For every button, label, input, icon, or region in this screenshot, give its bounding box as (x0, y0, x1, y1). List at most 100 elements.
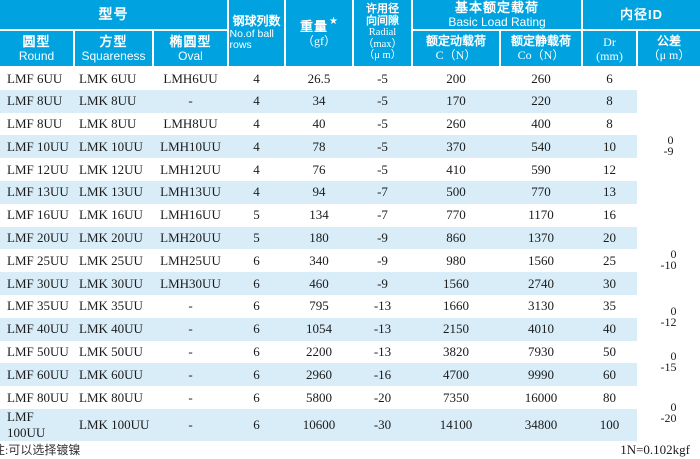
cell-weight: 10600 (285, 408, 354, 441)
cell-weight: 40 (285, 112, 354, 136)
cell-dynamic-load: 410 (412, 158, 501, 181)
cell-round-model: LMF 12UU (0, 158, 74, 181)
header-static-load: 额定静载荷 Co（N） (499, 29, 584, 68)
header-dynamic-load: 额定动载荷 C（N） (411, 29, 502, 68)
cell-dr: 10 (582, 135, 638, 159)
radial-label-cn1: 许用径 (366, 3, 400, 16)
header-radial-clearance: 许用径 向间隙 Radial （max） （μ m） (352, 0, 414, 68)
cell-weight: 795 (285, 294, 354, 318)
dynamic-load-label-cn: 额定动载荷 (426, 34, 487, 48)
table-row: LMF 100UU LMK 100UU -6 10600 -30 14100 34800 10… (0, 408, 700, 441)
table-row: LMF 35UU LMK 35UU -6 795 -13 1660 3130 35 0 -12 (0, 294, 700, 341)
table-row: LMF 13UU LMK 13UU LMH13UU 4 94 -7 500 770 13 (0, 180, 700, 204)
cell-radial-clearance: -13 (353, 340, 413, 364)
cell-ball-rows: 6 (228, 294, 286, 318)
cell-dr: 8 (582, 112, 638, 136)
cell-oval-model: - (153, 363, 229, 387)
cell-weight: 94 (285, 180, 354, 204)
model-group-label: 型号 (98, 6, 129, 22)
cell-round-model: LMF 80UU (0, 386, 74, 409)
cell-weight: 180 (285, 226, 354, 250)
dynamic-load-label-en: C（N） (435, 48, 477, 62)
cell-square-model: LMK 30UU (74, 272, 153, 295)
cell-oval-model: LMH8UU (153, 112, 229, 136)
oval-label-cn: 椭圆型 (169, 34, 212, 49)
oval-label-en: Oval (178, 49, 203, 63)
cell-radial-clearance: -5 (353, 89, 413, 113)
cell-round-model: LMF 30UU (0, 272, 74, 295)
cell-radial-clearance: -13 (353, 317, 413, 341)
cell-oval-model: - (153, 386, 229, 409)
cell-static-load: 590 (500, 158, 583, 181)
cell-dynamic-load: 860 (412, 226, 501, 250)
table-row: LMF 50UU LMK 50UU -6 2200 -13 3820 7930 50 0 -15 (0, 340, 700, 387)
cell-dynamic-load: 7350 (412, 386, 501, 409)
cell-tolerance: 0 -20 (637, 386, 700, 441)
cell-square-model: LMK 100UU (74, 408, 153, 441)
cell-square-model: LMK 20UU (74, 226, 153, 250)
load-group-label-cn: 基本额定载荷 (455, 0, 540, 15)
square-label-en: Squareness (81, 49, 146, 63)
cell-square-model: LMK 12UU (74, 158, 153, 181)
cell-radial-clearance: -5 (353, 112, 413, 136)
star-icon: ★ (329, 15, 338, 27)
cell-dynamic-load: 200 (412, 67, 501, 90)
cell-tolerance: 0 -12 (637, 294, 700, 341)
cell-round-model: LMF 8UU (0, 112, 74, 136)
cell-oval-model: LMH20UU (153, 226, 229, 250)
table-row: LMF 16UU LMK 16UU LMH16UU 5 134 -7 770 1170 16 (0, 203, 700, 227)
cell-dynamic-load: 370 (412, 135, 501, 159)
cell-ball-rows: 4 (228, 89, 286, 113)
ball-rows-label-cn: 钢球列数 (232, 14, 281, 28)
cell-square-model: LMK 60UU (74, 363, 153, 387)
cell-round-model: LMF 35UU (0, 294, 74, 318)
cell-static-load: 260 (500, 67, 583, 90)
cell-square-model: LMK 50UU (74, 340, 153, 364)
cell-dynamic-load: 500 (412, 180, 501, 204)
cell-radial-clearance: -5 (353, 67, 413, 90)
dr-label: Dr (603, 34, 616, 49)
dr-unit: (mm) (596, 48, 623, 63)
cell-weight: 78 (285, 135, 354, 159)
cell-weight: 34 (285, 89, 354, 113)
radial-label-cn2: 向间隙 (366, 14, 400, 27)
cell-dynamic-load: 14100 (412, 408, 501, 441)
table-row: LMF 8UU LMK 8UU -4 34 -5 170 220 8 (0, 89, 700, 113)
header-round: 圆型 Round (0, 29, 75, 68)
radial-label-en: Radial (368, 27, 397, 39)
id-group-label: 内径ID (620, 7, 664, 22)
cell-square-model: LMK 8UU (74, 89, 153, 113)
table-row: LMF 6UU LMK 6UU LMH6UU 4 26.5 -5 200 260 6 0 -9 (0, 67, 700, 227)
cell-dynamic-load: 1660 (412, 294, 501, 318)
cell-ball-rows: 6 (228, 249, 286, 273)
cell-dr: 80 (582, 386, 638, 409)
cell-dynamic-load: 170 (412, 89, 501, 113)
cell-dynamic-load: 3820 (412, 340, 501, 364)
ball-rows-label-en: No.of ball rows (229, 28, 274, 51)
header-dr: Dr (mm) (581, 29, 639, 68)
cell-round-model: LMF 50UU (0, 340, 74, 364)
cell-dr: 100 (582, 408, 638, 441)
cell-square-model: LMK 6UU (74, 67, 153, 90)
table-row: LMF 8UU LMK 8UU LMH8UU 4 40 -5 260 400 8 (0, 112, 700, 136)
cell-round-model: LMF 60UU (0, 363, 74, 387)
table-row: LMF 12UU LMK 12UU LMH12UU 4 76 -5 410 590 12 (0, 158, 700, 181)
cell-dr: 60 (582, 363, 638, 387)
cell-oval-model: LMH13UU (153, 180, 229, 204)
cell-round-model: LMF 40UU (0, 317, 74, 341)
cell-weight: 2200 (285, 340, 354, 364)
cell-ball-rows: 4 (228, 135, 286, 159)
cell-ball-rows: 6 (228, 272, 286, 295)
cell-dr: 40 (582, 317, 638, 341)
cell-ball-rows: 4 (228, 67, 286, 90)
cell-static-load: 220 (500, 89, 583, 113)
cell-radial-clearance: -5 (353, 135, 413, 159)
cell-ball-rows: 4 (228, 180, 286, 204)
header-square: 方型 Squareness (73, 29, 154, 68)
unit-conversion-note: 1N=0.102kgf (620, 441, 690, 457)
table-row: LMF 20UU LMK 20UU LMH20UU 5 180 -9 860 1370 20 0-… (0, 226, 700, 295)
cell-ball-rows: 6 (228, 386, 286, 409)
header-model-group: 型号 (0, 0, 230, 31)
tolerance-label-cn: 公差 (657, 34, 682, 48)
